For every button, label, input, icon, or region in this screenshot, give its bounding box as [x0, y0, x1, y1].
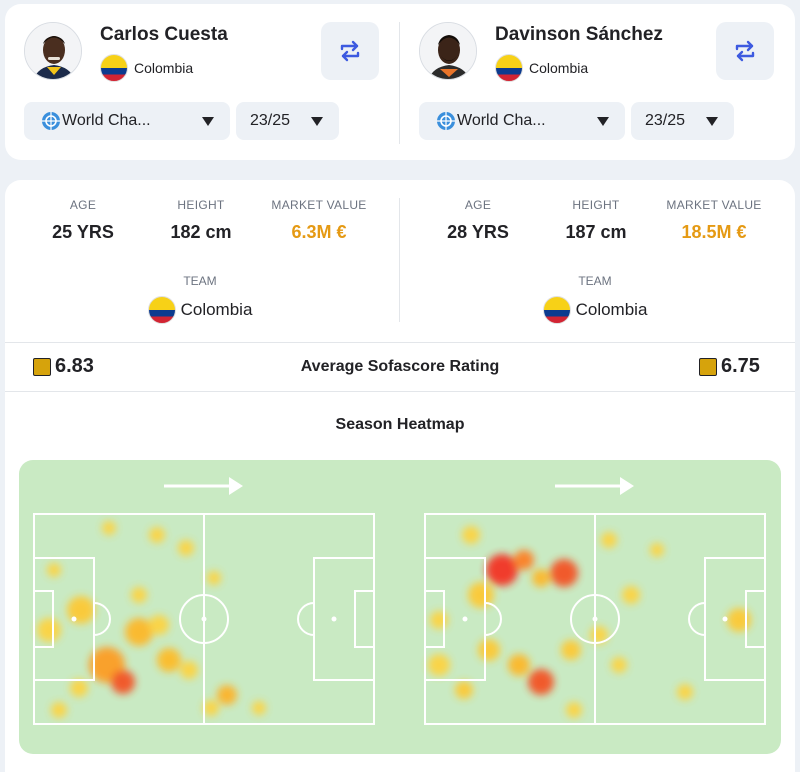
market-value-stat: MARKET VALUE 6.3M €	[259, 198, 379, 243]
age-stat: AGE 25 YRS	[23, 198, 143, 243]
rating-value: 6.83	[55, 355, 94, 377]
rating-color-icon	[699, 357, 717, 376]
market-value-label: MARKET VALUE	[666, 198, 762, 212]
player-stats-left: AGE 25 YRS HEIGHT 182 cm MARKET VALUE 6.…	[5, 180, 400, 342]
heatmap-pitches	[33, 477, 766, 725]
player-selector-card: Carlos Cuesta Colombia World Cha... 23/2…	[5, 4, 795, 160]
team-label: TEAM	[183, 274, 217, 288]
swap-arrows-icon	[340, 40, 360, 62]
team-name: Colombia	[575, 300, 648, 319]
market-value-value: 18.5M €	[681, 222, 747, 242]
height-stat: HEIGHT 182 cm	[141, 198, 261, 243]
player-name: Carlos Cuesta	[100, 24, 228, 45]
height-value: 187 cm	[565, 222, 627, 242]
world-championship-icon	[42, 112, 60, 130]
colombia-flag-icon	[542, 296, 571, 324]
caret-down-icon	[706, 117, 718, 126]
team-stat: TEAM Colombia	[140, 274, 260, 324]
rating-title: Average Sofascore Rating	[300, 358, 500, 375]
divider	[5, 391, 795, 392]
age-label: AGE	[69, 198, 97, 212]
season-label: 23/25	[645, 112, 686, 129]
colombia-flag-icon	[495, 54, 523, 82]
competition-select[interactable]: World Cha...	[24, 102, 230, 140]
team-label: TEAM	[578, 274, 612, 288]
market-value-label: MARKET VALUE	[271, 198, 367, 212]
colombia-flag-icon	[100, 54, 128, 82]
swap-player-button[interactable]	[321, 22, 379, 80]
player-avatar	[419, 22, 477, 80]
season-select[interactable]: 23/25	[236, 102, 339, 140]
player-avatar	[24, 22, 82, 80]
caret-down-icon	[202, 117, 214, 126]
market-value-stat: MARKET VALUE 18.5M €	[654, 198, 774, 243]
rating-value: 6.75	[721, 355, 760, 377]
divider	[399, 22, 400, 144]
age-value: 28 YRS	[447, 222, 509, 242]
team-stat: TEAM Colombia	[535, 274, 655, 324]
heatmap-panel	[19, 460, 781, 754]
market-value-value: 6.3M €	[291, 222, 347, 242]
colombia-flag-icon	[147, 296, 176, 324]
age-stat: AGE 28 YRS	[418, 198, 538, 243]
player-country: Colombia	[495, 54, 588, 82]
rating-color-icon	[33, 357, 51, 376]
rating-row: 6.83 Average Sofascore Rating 6.75	[5, 343, 795, 391]
country-label: Colombia	[529, 60, 589, 76]
heatmap-left	[33, 477, 375, 725]
season-select[interactable]: 23/25	[631, 102, 734, 140]
season-label: 23/25	[250, 112, 291, 129]
height-stat: HEIGHT 187 cm	[536, 198, 656, 243]
player-selector-right: Davinson Sánchez Colombia World Cha... 2…	[400, 4, 795, 160]
age-label: AGE	[464, 198, 492, 212]
player-stats-right: AGE 28 YRS HEIGHT 187 cm MARKET VALUE 18…	[400, 180, 795, 342]
team-link[interactable]: Colombia	[140, 296, 260, 324]
rating-left: 6.83	[33, 355, 94, 378]
comparison-card: AGE 25 YRS HEIGHT 182 cm MARKET VALUE 6.…	[5, 180, 795, 772]
rating-right: 6.75	[699, 355, 760, 378]
swap-player-button[interactable]	[716, 22, 774, 80]
height-value: 182 cm	[170, 222, 232, 242]
swap-arrows-icon	[735, 40, 755, 62]
player-country: Colombia	[100, 54, 193, 82]
team-link[interactable]: Colombia	[535, 296, 655, 324]
heatmap-title: Season Heatmap	[335, 416, 465, 433]
competition-select[interactable]: World Cha...	[419, 102, 625, 140]
height-label: HEIGHT	[572, 198, 620, 212]
caret-down-icon	[311, 117, 323, 126]
divider	[399, 198, 400, 322]
age-value: 25 YRS	[52, 222, 114, 242]
player-selector-left: Carlos Cuesta Colombia World Cha... 23/2…	[5, 4, 400, 160]
player-name: Davinson Sánchez	[495, 24, 663, 45]
country-label: Colombia	[134, 60, 194, 76]
world-championship-icon	[437, 112, 455, 130]
competition-label: World Cha...	[457, 112, 546, 129]
competition-label: World Cha...	[62, 112, 151, 129]
heatmap-right	[424, 477, 766, 725]
divider	[5, 342, 795, 343]
team-name: Colombia	[180, 300, 253, 319]
caret-down-icon	[597, 117, 609, 126]
height-label: HEIGHT	[177, 198, 225, 212]
